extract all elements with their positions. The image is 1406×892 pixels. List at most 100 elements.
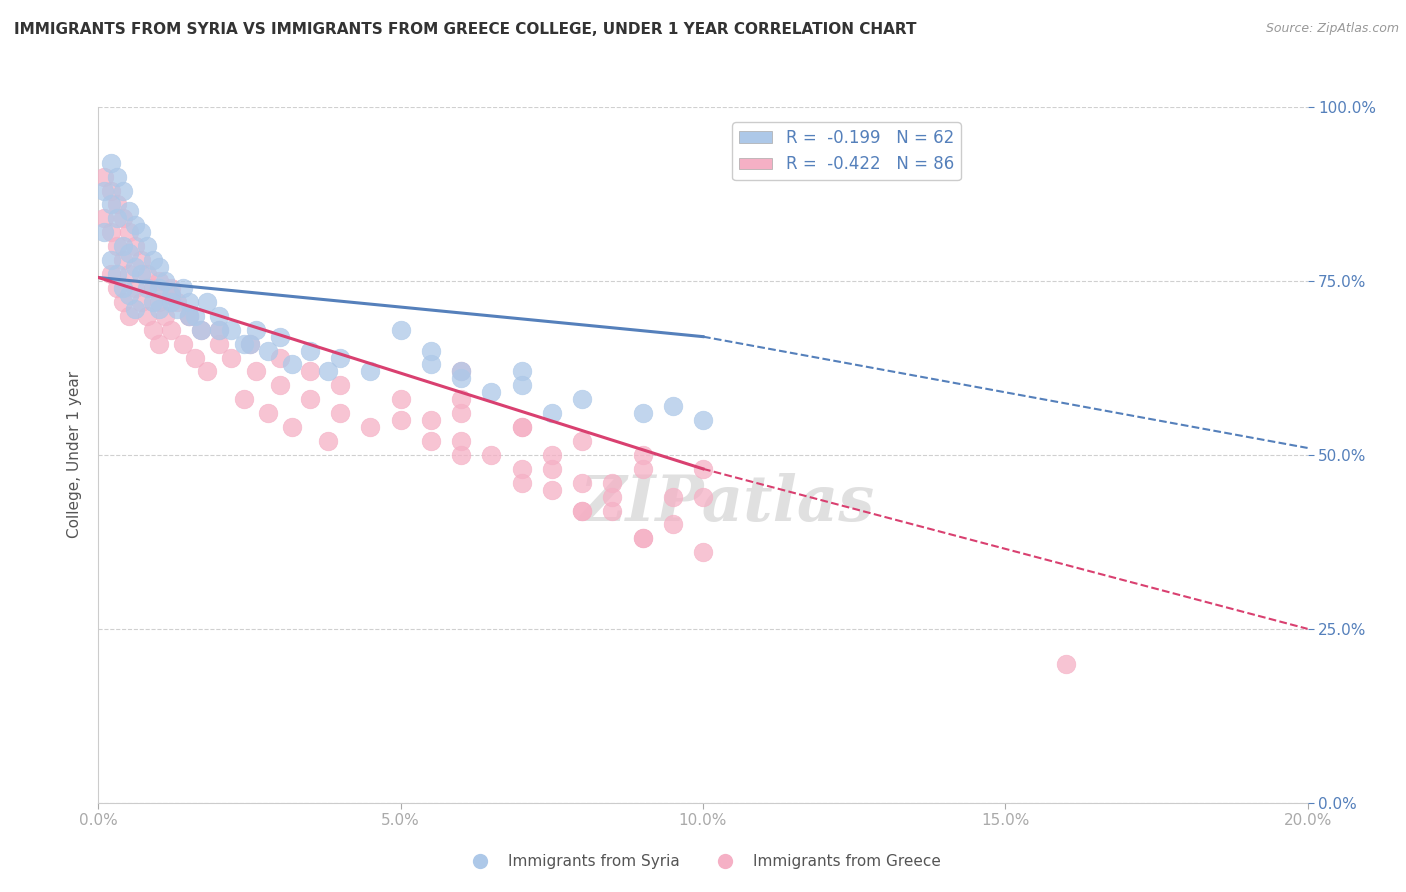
Point	[208, 309, 231, 323]
Text: IMMIGRANTS FROM SYRIA VS IMMIGRANTS FROM GREECE COLLEGE, UNDER 1 YEAR CORRELATIO: IMMIGRANTS FROM SYRIA VS IMMIGRANTS FROM…	[14, 22, 917, 37]
Point	[135, 267, 157, 281]
Point	[692, 545, 714, 559]
Point	[118, 204, 141, 219]
Point	[93, 184, 115, 198]
Point	[239, 336, 262, 351]
Point	[299, 364, 322, 378]
Point	[135, 281, 157, 295]
Point	[105, 197, 128, 211]
Point	[571, 392, 593, 407]
Point	[631, 448, 654, 462]
Point	[148, 274, 170, 288]
Point	[602, 503, 624, 517]
Point	[160, 281, 183, 295]
Point	[190, 323, 212, 337]
Point	[124, 219, 146, 233]
Point	[142, 281, 165, 295]
Point	[450, 392, 472, 407]
Point	[510, 475, 533, 490]
Point	[172, 336, 194, 351]
Point	[148, 301, 170, 316]
Point	[118, 267, 141, 281]
Point	[662, 399, 685, 413]
Y-axis label: College, Under 1 year: College, Under 1 year	[67, 371, 83, 539]
Point	[631, 532, 654, 546]
Point	[135, 309, 157, 323]
Point	[118, 225, 141, 239]
Point	[420, 434, 443, 448]
Point	[329, 351, 352, 365]
Point	[389, 392, 412, 407]
Point	[208, 323, 231, 337]
Point	[93, 211, 115, 226]
Point	[631, 532, 654, 546]
Point	[105, 239, 128, 253]
Point	[111, 184, 134, 198]
Point	[692, 462, 714, 476]
Point	[100, 253, 122, 268]
Point	[184, 351, 207, 365]
Point	[389, 413, 412, 427]
Point	[420, 343, 443, 358]
Legend: Immigrants from Syria, Immigrants from Greece: Immigrants from Syria, Immigrants from G…	[458, 848, 948, 875]
Point	[111, 253, 134, 268]
Point	[118, 288, 141, 302]
Point	[239, 336, 262, 351]
Point	[540, 406, 562, 420]
Point	[111, 294, 134, 309]
Point	[256, 343, 278, 358]
Point	[105, 267, 128, 281]
Point	[540, 448, 562, 462]
Point	[100, 225, 122, 239]
Point	[142, 294, 165, 309]
Point	[129, 267, 152, 281]
Point	[281, 358, 304, 372]
Point	[450, 434, 472, 448]
Legend: R =  -0.199   N = 62, R =  -0.422   N = 86: R = -0.199 N = 62, R = -0.422 N = 86	[733, 122, 960, 180]
Point	[602, 475, 624, 490]
Point	[135, 239, 157, 253]
Point	[208, 323, 231, 337]
Point	[662, 517, 685, 532]
Point	[389, 323, 412, 337]
Point	[129, 253, 152, 268]
Point	[93, 225, 115, 239]
Point	[269, 351, 291, 365]
Point	[631, 406, 654, 420]
Point	[631, 462, 654, 476]
Point	[316, 364, 339, 378]
Point	[179, 309, 201, 323]
Point	[540, 462, 562, 476]
Point	[111, 281, 134, 295]
Point	[245, 323, 267, 337]
Point	[118, 309, 141, 323]
Point	[124, 301, 146, 316]
Point	[195, 364, 218, 378]
Point	[166, 294, 188, 309]
Point	[184, 309, 207, 323]
Point	[450, 371, 472, 385]
Point	[269, 329, 291, 343]
Point	[221, 323, 243, 337]
Point	[299, 392, 322, 407]
Point	[245, 364, 267, 378]
Point	[142, 323, 165, 337]
Point	[571, 434, 593, 448]
Point	[450, 364, 472, 378]
Point	[692, 490, 714, 504]
Point	[232, 392, 254, 407]
Point	[105, 281, 128, 295]
Point	[93, 169, 115, 184]
Point	[232, 336, 254, 351]
Point	[148, 281, 170, 295]
Point	[256, 406, 278, 420]
Point	[148, 336, 170, 351]
Point	[481, 385, 503, 400]
Point	[360, 420, 382, 434]
Point	[111, 211, 134, 226]
Point	[510, 420, 533, 434]
Point	[510, 420, 533, 434]
Point	[510, 364, 533, 378]
Point	[142, 253, 165, 268]
Point	[510, 462, 533, 476]
